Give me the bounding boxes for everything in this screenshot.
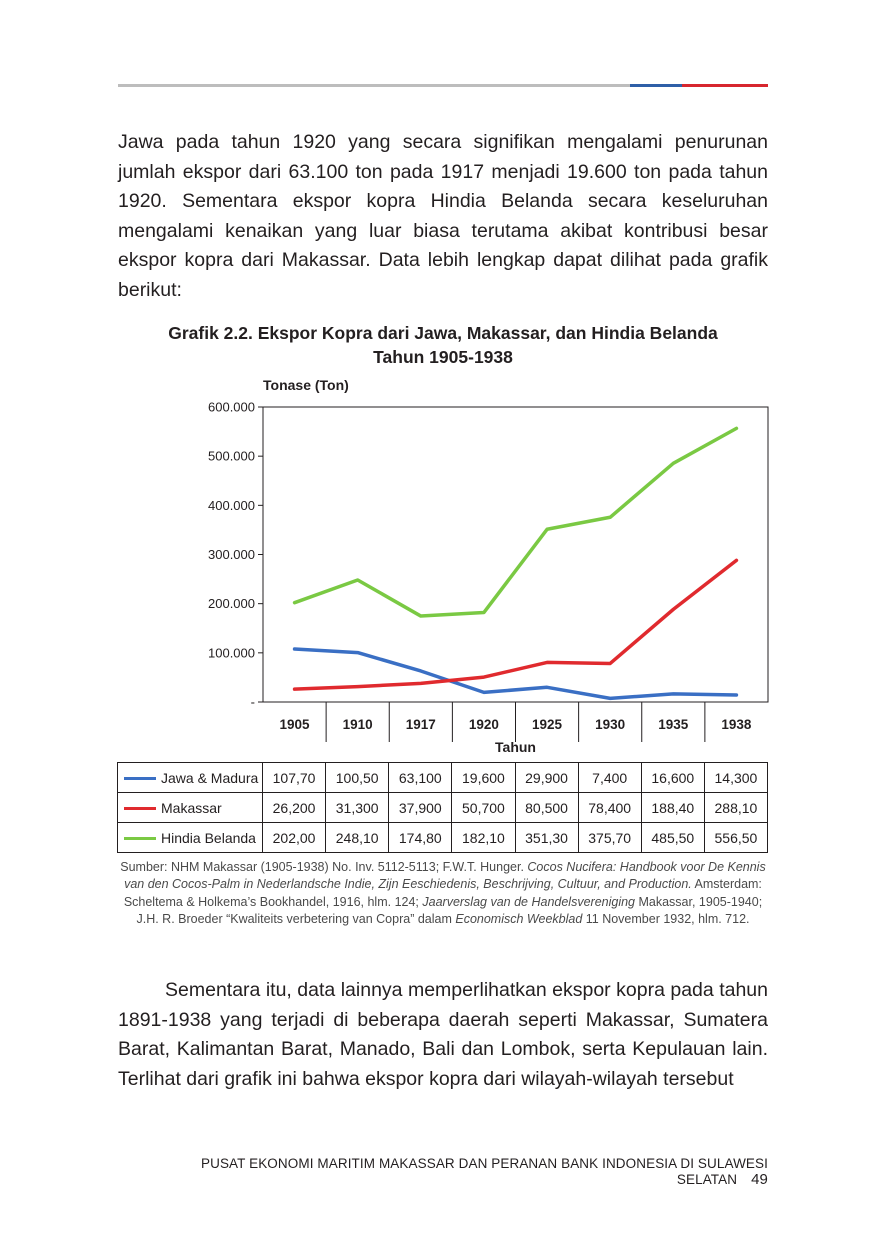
source-italic-2: Jaarverslag van de Handelsvereniging (422, 894, 636, 909)
series-name: Makassar (161, 799, 222, 816)
data-label: 31,300 (325, 792, 390, 823)
data-label: 351,30 (514, 822, 579, 853)
series-name: Jawa & Madura (161, 769, 259, 786)
legend-swatch (124, 837, 156, 841)
series-legend-cell: Hindia Belanda (117, 822, 263, 853)
series-line (292, 647, 739, 701)
line-chart: - 100.000 200.000 300.000 400.000 500.000 600.… (208, 400, 769, 742)
data-label: 78,400 (577, 792, 642, 823)
table-row: Makassar 26,200 31,300 37,900 50,700 80,500 78… (117, 792, 769, 823)
source-note: Sumber: NHM Makassar (1905-1938) No. Inv… (120, 859, 766, 929)
x-tick-label: 1925 (532, 717, 563, 732)
x-tick-label: 1935 (658, 717, 689, 732)
data-label: 7,400 (577, 762, 642, 793)
data-label: 29,900 (514, 762, 579, 793)
legend-swatch (124, 777, 156, 781)
footer-title: PUSAT EKONOMI MARITIM MAKASSAR DAN PERAN… (200, 1156, 768, 1187)
data-label: 19,600 (451, 762, 516, 793)
source-text-4: 11 November 1932, hlm. 712. (582, 912, 750, 927)
data-label: 37,900 (388, 792, 453, 823)
data-label: 26,200 (261, 792, 327, 823)
series-legend-cell: Makassar (117, 792, 263, 823)
data-label: 375,70 (577, 822, 642, 853)
data-label: 63,100 (388, 762, 453, 793)
data-label: 556,50 (703, 822, 769, 853)
y-tick-label: 300.000 (208, 547, 255, 562)
series-name: Hindia Belanda (161, 829, 256, 846)
data-label: 188,40 (640, 792, 705, 823)
x-tick-label: 1930 (595, 717, 625, 732)
chart-title-line-1: Grafik 2.2. Ekspor Kopra dari Jawa, Maka… (168, 323, 718, 343)
y-tick-label: 500.000 (208, 449, 255, 464)
x-tick-label: 1920 (469, 717, 499, 732)
page-number: 49 (751, 1171, 768, 1188)
series-line (292, 558, 739, 691)
data-label: 202,00 (261, 822, 327, 853)
x-tick-label: 1917 (406, 717, 436, 732)
y-tick-label: 100.000 (208, 645, 255, 660)
source-italic-1: Cocos Nucifera: Handbook voor De Kennis … (124, 860, 766, 892)
x-tick-label: 1938 (721, 717, 752, 732)
source-text-2: Amsterdam: Scheltema & Holkema’s Bookhan… (123, 877, 762, 909)
data-label: 174,80 (388, 822, 453, 853)
data-label: 80,500 (514, 792, 579, 823)
data-label: 50,700 (451, 792, 516, 823)
table-row: Hindia Belanda 202,00 248,10 174,80 182,10 35… (117, 822, 769, 853)
header-rule-blue (630, 84, 682, 87)
y-tick-label: 200.000 (208, 596, 255, 611)
y-tick-label: 600.000 (208, 400, 255, 415)
body-paragraph-2: Sementara itu, data lainnya memperlihatk… (118, 979, 768, 1090)
y-tick-label: 400.000 (208, 498, 255, 513)
data-label: 248,10 (325, 822, 390, 853)
data-label: 100,50 (325, 762, 390, 793)
x-tick-label: 1910 (343, 717, 373, 732)
data-label: 485,50 (640, 822, 705, 853)
page-footer: PUSAT EKONOMI MARITIM MAKASSAR DAN PERAN… (118, 1156, 768, 1188)
source-text-1: Sumber: NHM Makassar (1905-1938) No. Inv… (120, 860, 528, 874)
source-italic-3: Economisch Weekblad (455, 912, 583, 927)
data-label: 14,300 (703, 762, 769, 793)
y-tick-label: - (251, 695, 255, 710)
data-label: 288,10 (703, 792, 769, 823)
header-rule-gray (118, 84, 630, 87)
series-legend-cell: Jawa & Madura (117, 762, 263, 793)
data-table: Jawa & Madura 107,70 100,50 63,100 19,600 29,… (117, 762, 769, 853)
y-axis-title: Tonase (Ton) (263, 377, 349, 393)
x-tick-label: 1905 (280, 717, 311, 732)
chart-title-line-2: Tahun 1905-1938 (373, 347, 513, 367)
data-label: 107,70 (261, 762, 327, 793)
series-line (292, 426, 739, 618)
x-axis-title: Tahun (495, 739, 536, 755)
table-row: Jawa & Madura 107,70 100,50 63,100 19,600 29,… (117, 762, 769, 793)
legend-swatch (124, 807, 156, 811)
header-rule-red (682, 84, 768, 87)
data-label: 16,600 (640, 762, 705, 793)
data-label: 182,10 (451, 822, 516, 853)
body-paragraph-1: Jawa pada tahun 1920 yang secara signifi… (118, 131, 768, 301)
source-text-3: Makassar, 1905-1940; J.H. R. Broeder “Kw… (136, 894, 763, 927)
chart-title: Grafik 2.2. Ekspor Kopra dari Jawa, Maka… (118, 321, 768, 369)
